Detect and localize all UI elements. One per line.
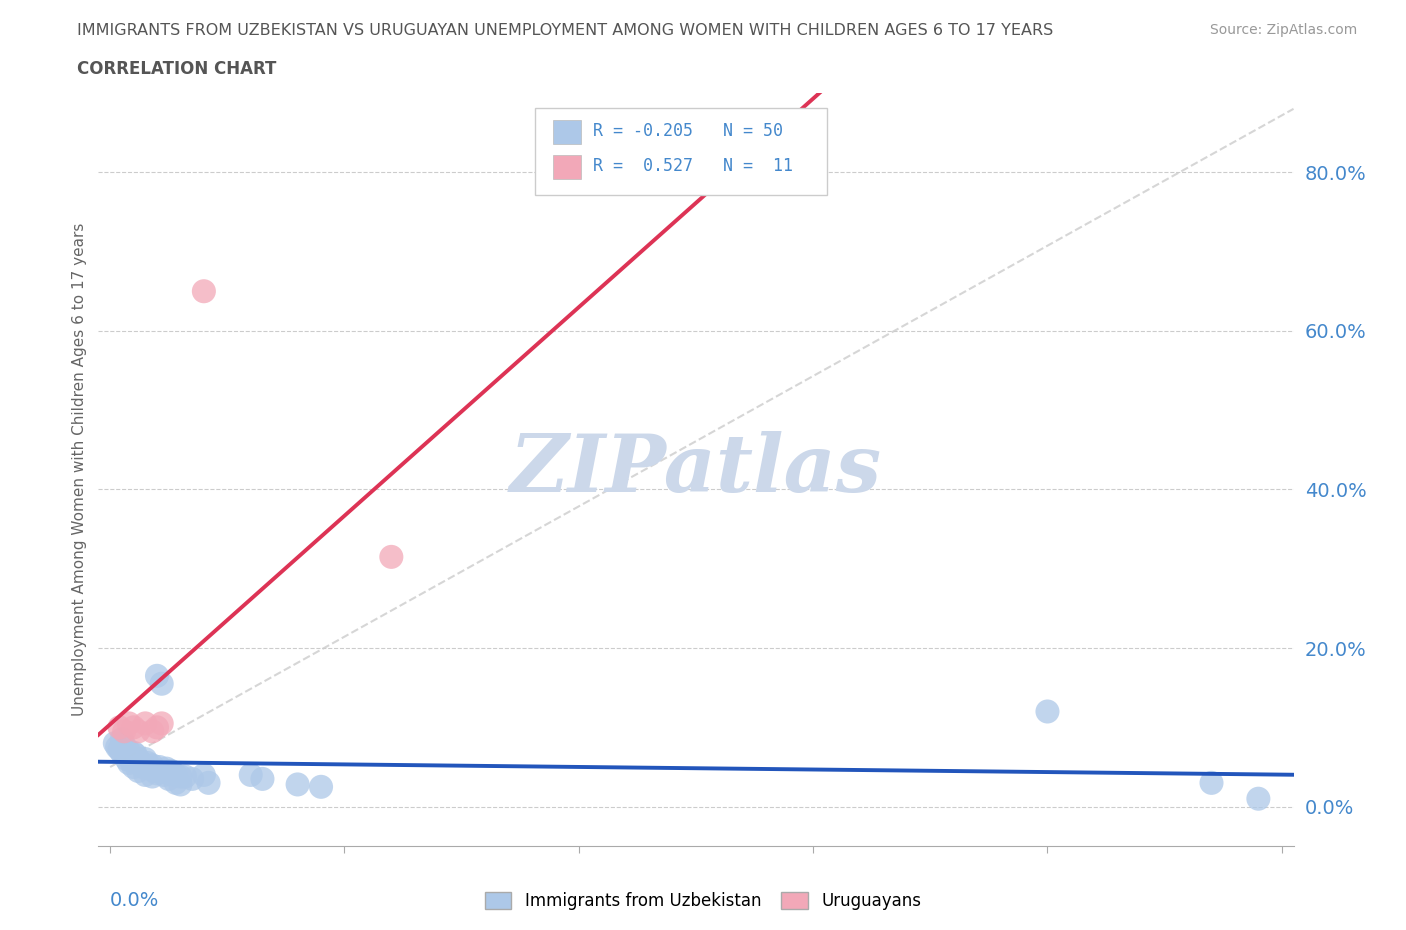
Text: R =  0.527   N =  11: R = 0.527 N = 11 xyxy=(593,157,793,175)
Point xyxy=(112,724,135,738)
Point xyxy=(146,720,169,735)
Point xyxy=(181,772,204,787)
Point xyxy=(1036,704,1059,719)
Point xyxy=(150,676,173,691)
Point xyxy=(104,736,127,751)
Point xyxy=(136,755,159,770)
Point xyxy=(112,737,135,752)
Point xyxy=(146,669,169,684)
FancyBboxPatch shape xyxy=(534,108,827,194)
Point xyxy=(141,724,163,738)
Point xyxy=(157,772,180,787)
Point xyxy=(111,732,134,747)
Point xyxy=(118,744,141,759)
Point xyxy=(105,739,128,754)
Point xyxy=(120,753,142,768)
Point xyxy=(169,769,191,784)
Point xyxy=(122,760,145,775)
Point xyxy=(1247,791,1270,806)
Point xyxy=(153,767,176,782)
Point xyxy=(122,720,145,735)
Point xyxy=(115,748,138,763)
Point xyxy=(122,745,145,760)
Point xyxy=(239,767,262,782)
Point xyxy=(108,742,131,757)
Text: CORRELATION CHART: CORRELATION CHART xyxy=(77,60,277,78)
Point xyxy=(150,716,173,731)
Point xyxy=(165,767,187,782)
Point xyxy=(120,751,142,765)
Text: Source: ZipAtlas.com: Source: ZipAtlas.com xyxy=(1209,23,1357,37)
Point xyxy=(129,755,152,770)
Point xyxy=(380,550,402,565)
Point xyxy=(125,748,148,763)
Point xyxy=(287,777,309,791)
Point xyxy=(134,716,156,731)
Point xyxy=(148,760,170,775)
Point xyxy=(165,776,187,790)
FancyBboxPatch shape xyxy=(553,120,581,144)
Point xyxy=(118,716,141,731)
Point xyxy=(1201,776,1223,790)
Point xyxy=(127,764,149,778)
Point xyxy=(132,760,155,775)
Point xyxy=(108,720,131,735)
Point xyxy=(118,755,141,770)
Text: 0.0%: 0.0% xyxy=(110,892,159,910)
Point xyxy=(146,766,169,781)
Text: IMMIGRANTS FROM UZBEKISTAN VS URUGUAYAN UNEMPLOYMENT AMONG WOMEN WITH CHILDREN A: IMMIGRANTS FROM UZBEKISTAN VS URUGUAYAN … xyxy=(77,23,1053,38)
Legend: Immigrants from Uzbekistan, Uruguayans: Immigrants from Uzbekistan, Uruguayans xyxy=(478,885,928,917)
Point xyxy=(127,724,149,738)
Point xyxy=(155,761,177,776)
Point xyxy=(143,764,166,778)
Point xyxy=(252,772,274,787)
Point xyxy=(160,764,183,778)
Point xyxy=(193,284,215,299)
Point xyxy=(174,769,197,784)
Text: R = -0.205   N = 50: R = -0.205 N = 50 xyxy=(593,123,783,140)
Y-axis label: Unemployment Among Women with Children Ages 6 to 17 years: Unemployment Among Women with Children A… xyxy=(72,223,87,716)
Point xyxy=(134,751,156,766)
Text: ZIPatlas: ZIPatlas xyxy=(510,431,882,509)
Point xyxy=(197,776,219,790)
FancyBboxPatch shape xyxy=(553,154,581,179)
Point xyxy=(141,769,163,784)
Point xyxy=(193,767,215,782)
Point xyxy=(157,766,180,781)
Point xyxy=(139,761,162,776)
Point xyxy=(134,767,156,782)
Point xyxy=(169,777,191,791)
Point xyxy=(141,758,163,773)
Point xyxy=(115,751,138,766)
Point xyxy=(127,751,149,766)
Point xyxy=(111,745,134,760)
Point xyxy=(309,779,332,794)
